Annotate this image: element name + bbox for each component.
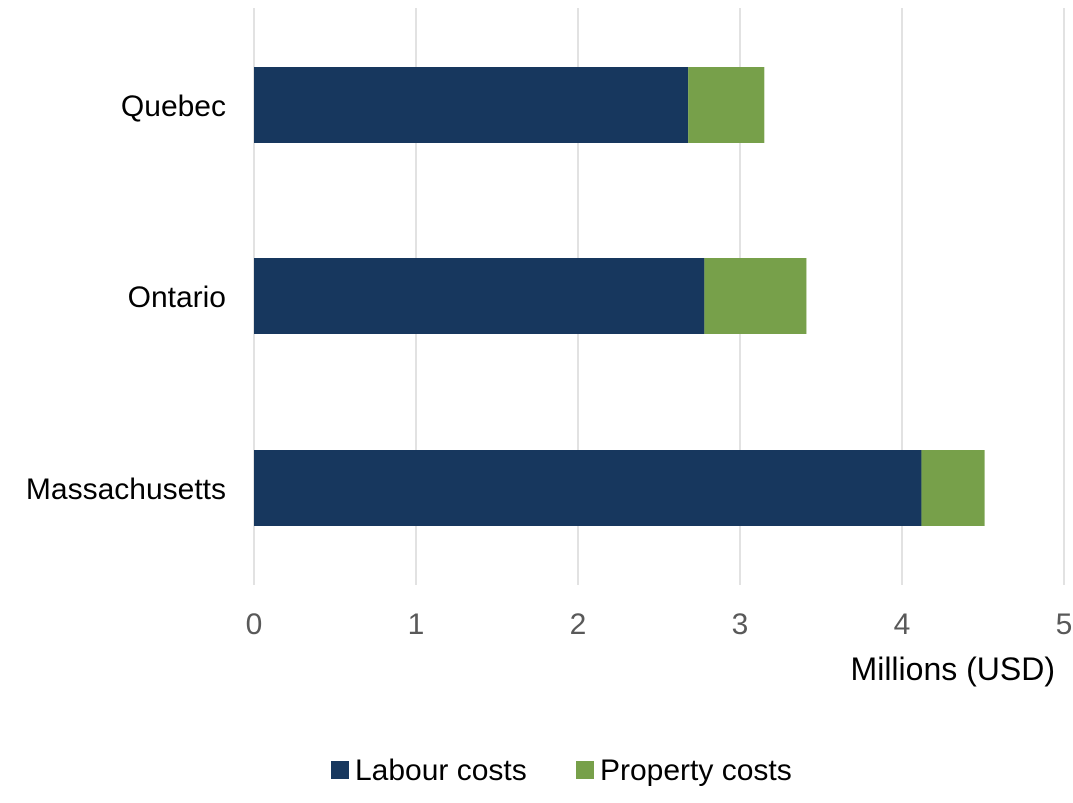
x-axis-label: Millions (USD) — [851, 651, 1055, 687]
category-label: Ontario — [128, 281, 226, 314]
bar-property-quebec — [688, 67, 765, 143]
legend-swatch — [331, 761, 349, 779]
x-tick-label: 5 — [1056, 608, 1073, 641]
legend-label: Labour costs — [355, 754, 527, 787]
x-tick-label: 1 — [408, 608, 425, 641]
x-tick-label: 4 — [894, 608, 911, 641]
bars — [254, 67, 985, 526]
x-tick-label: 3 — [732, 608, 749, 641]
bar-property-massachusetts — [921, 450, 985, 526]
bar-labour-massachusetts — [254, 450, 922, 526]
legend-swatch — [576, 761, 594, 779]
x-tick-label: 2 — [570, 608, 587, 641]
category-label: Quebec — [121, 90, 226, 123]
bar-property-ontario — [704, 258, 807, 334]
category-labels: Quebec Ontario Massachusetts — [26, 90, 226, 506]
bar-labour-ontario — [254, 258, 705, 334]
category-label: Massachusetts — [26, 473, 226, 506]
legend: Labour costs Property costs — [331, 754, 792, 787]
x-tick-label: 0 — [246, 608, 263, 641]
x-tick-labels: 0 1 2 3 4 5 — [246, 608, 1073, 641]
bar-labour-quebec — [254, 67, 689, 143]
legend-label: Property costs — [600, 754, 792, 787]
